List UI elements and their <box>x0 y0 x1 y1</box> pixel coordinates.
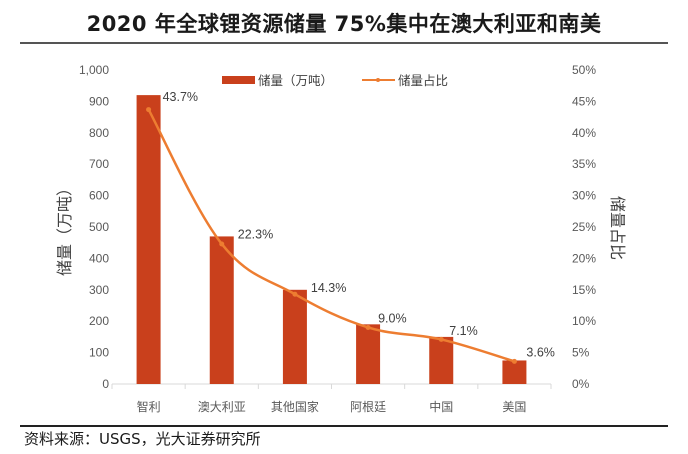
category-label: 智利 <box>137 399 161 414</box>
bar-智利 <box>136 95 161 385</box>
share-point <box>146 107 152 113</box>
y-tick-label: 100 <box>89 346 109 360</box>
legend-line-marker <box>376 78 380 82</box>
y2-tick-label: 35% <box>572 157 596 171</box>
y2-tick-label: 30% <box>572 189 596 203</box>
y2-tick-label: 50% <box>572 63 596 77</box>
category-labels: 智利 澳大利亚 其他国家 阿根廷 中国 美国 <box>137 399 527 414</box>
y-tick-label: 0 <box>102 377 109 391</box>
y2-tick-label: 10% <box>572 314 596 328</box>
y-tick-label: 700 <box>89 157 109 171</box>
bars <box>136 95 527 385</box>
y2-axis-title: 储量占比 <box>608 196 627 260</box>
y2-tick-label: 25% <box>572 220 596 234</box>
y2-tick-label: 45% <box>572 94 596 108</box>
y-axis-ticks: 0 100 200 300 400 500 600 700 800 900 1,000 <box>79 63 109 391</box>
y-tick-label: 600 <box>89 189 109 203</box>
legend-line-label: 储量占比 <box>398 73 448 88</box>
line-series <box>146 107 517 364</box>
y2-tick-label: 5% <box>572 346 590 360</box>
source-note: 资料来源：USGS，光大证券研究所 <box>24 430 261 448</box>
share-point <box>219 241 225 247</box>
source-divider <box>20 425 668 427</box>
share-point <box>438 336 444 342</box>
y-tick-label: 800 <box>89 126 109 140</box>
y2-tick-label: 20% <box>572 251 596 265</box>
bar-其他国家 <box>282 289 307 384</box>
category-label: 澳大利亚 <box>198 400 246 414</box>
y2-tick-label: 0% <box>572 377 590 391</box>
data-label: 7.1% <box>449 324 478 338</box>
y2-tick-label: 15% <box>572 283 596 297</box>
legend: 储量（万吨） 储量占比 <box>222 73 448 88</box>
title-divider <box>20 42 668 44</box>
data-label: 43.7% <box>163 90 198 104</box>
category-label: 其他国家 <box>271 399 319 414</box>
y-tick-label: 200 <box>89 314 109 328</box>
bar-澳大利亚 <box>209 236 234 384</box>
y-tick-label: 400 <box>89 251 109 265</box>
y-tick-label: 1,000 <box>79 63 109 77</box>
y-axis-title: 储量（万吨） <box>55 180 74 276</box>
data-label: 3.6% <box>526 345 555 359</box>
category-label: 中国 <box>429 399 453 414</box>
x-tick-marks <box>111 384 552 389</box>
bar-中国 <box>429 336 454 384</box>
share-point <box>365 324 371 330</box>
data-label: 22.3% <box>238 227 273 241</box>
bar-美国 <box>502 360 527 384</box>
category-label: 美国 <box>502 400 526 414</box>
legend-bar-swatch <box>222 76 255 84</box>
chart-title: 2020 年全球锂资源储量 75%集中在澳大利亚和南美 <box>86 12 602 36</box>
y2-axis-ticks: 0% 5% 10% 15% 20% 25% 30% 35% 40% 45% 50% <box>572 63 596 391</box>
category-label: 阿根廷 <box>350 400 386 414</box>
bar-阿根廷 <box>356 324 381 384</box>
share-point <box>511 358 517 364</box>
y-tick-label: 500 <box>89 220 109 234</box>
y-tick-label: 300 <box>89 283 109 297</box>
share-point <box>292 291 298 297</box>
legend-bar-label: 储量（万吨） <box>258 73 333 88</box>
data-label: 9.0% <box>378 311 407 325</box>
data-label: 14.3% <box>311 281 346 295</box>
data-labels: 43.7% 22.3% 14.3% 9.0% 7.1% 3.6% <box>163 90 555 359</box>
y2-tick-label: 40% <box>572 126 596 140</box>
y-tick-label: 900 <box>89 94 109 108</box>
